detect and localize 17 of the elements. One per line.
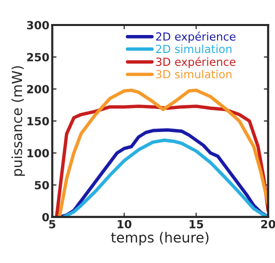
y-axis-title: puissance (mW)	[11, 66, 25, 176]
legend-label: 3D simulation	[156, 70, 232, 78]
y-tick-label: 200	[27, 84, 49, 94]
y-tick-label: 50	[34, 180, 49, 190]
x-tick-label: 20	[261, 220, 275, 228]
x-axis-title: temps (heure)	[111, 232, 208, 246]
legend-label: 3D expérience	[156, 56, 236, 68]
legend-label: 2D simulation	[156, 44, 232, 54]
y-tick-label: 250	[27, 52, 49, 62]
y-tick-label: 0	[42, 212, 49, 222]
y-tick-label: 150	[28, 116, 49, 126]
x-tick-label: 10	[118, 220, 132, 228]
y-tick-label: 300	[27, 20, 49, 30]
y-tick-label: 100	[28, 148, 49, 158]
x-tick-label: 15	[190, 220, 204, 228]
legend-label: 2D expérience	[156, 32, 236, 43]
x-tick-label: 5	[49, 220, 56, 228]
